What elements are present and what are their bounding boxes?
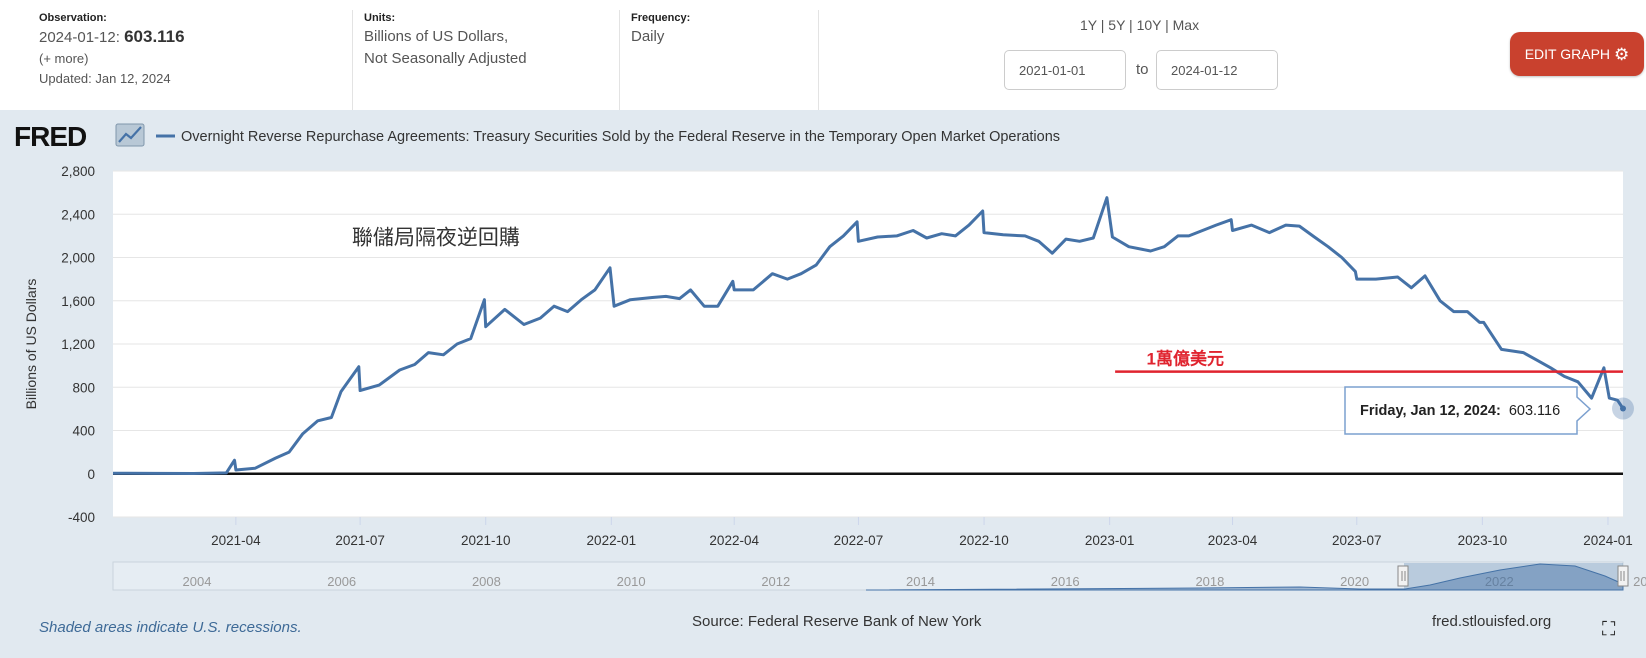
units-line-2: Not Seasonally Adjusted	[364, 50, 527, 67]
x-tick-label: 2022-04	[709, 533, 759, 548]
navigator-year-label: 2020	[1340, 574, 1369, 589]
fred-logo[interactable]: FRED	[14, 121, 88, 152]
navigator-right-handle[interactable]	[1617, 565, 1629, 587]
x-tick-label: 2023-10	[1458, 533, 1508, 548]
navigator-year-label: 2012	[761, 574, 790, 589]
navigator-year-label: 2014	[906, 574, 935, 589]
y-tick-label: 2,800	[61, 164, 95, 179]
fred-logo-chart-icon	[115, 123, 145, 147]
x-tick-label: 2023-04	[1208, 533, 1258, 548]
x-tick-label: 2022-07	[834, 533, 884, 548]
tooltip-box	[1344, 386, 1592, 435]
source-note: Source: Federal Reserve Bank of New York	[692, 613, 982, 630]
y-tick-label: 2,000	[61, 251, 95, 266]
frequency-block: Frequency: Daily	[631, 12, 690, 48]
navigator-year-label: 2008	[472, 574, 501, 589]
y-tick-label: 1,200	[61, 337, 95, 352]
range-links[interactable]: 1Y | 5Y | 10Y | Max	[1080, 17, 1200, 33]
navigator-year-label: 2016	[1051, 574, 1080, 589]
x-tick-label: 2023-07	[1332, 533, 1382, 548]
threshold-annotation: 1萬億美元	[1147, 349, 1224, 369]
to-label: to	[1136, 61, 1149, 78]
y-tick-label: 400	[72, 424, 95, 439]
x-tick-label: 2021-07	[335, 533, 385, 548]
x-tick-label: 2024-01	[1583, 533, 1633, 548]
gear-icon: ⚙	[1614, 45, 1630, 64]
x-axis-ticks: 2021-04 2021-07 2021-10 2022-01 2022-04 2022-…	[211, 517, 1633, 548]
edit-graph-button[interactable]: EDIT GRAPH ⚙	[1510, 32, 1644, 76]
navigator-year-label: 202	[1633, 574, 1646, 589]
navigator-year-label: 2018	[1195, 574, 1224, 589]
units-label: Units:	[364, 12, 396, 24]
end-date-input[interactable]: 2024-01-12	[1156, 50, 1278, 90]
chart-annotation: 聯儲局隔夜逆回購	[352, 227, 520, 250]
units-block: Units: Billions of US Dollars, Not Seaso…	[364, 12, 527, 70]
annotations: 聯儲局隔夜逆回購 1萬億美元	[352, 227, 1224, 369]
site-link[interactable]: fred.stlouisfed.org	[1432, 613, 1552, 630]
observation-value: 603.116	[124, 27, 185, 46]
tooltip-label: Friday, Jan 12, 2024:	[1360, 403, 1501, 419]
x-tick-label: 2022-10	[959, 533, 1009, 548]
header-bar: Observation: 2024-01-12: 603.116 (+ more…	[0, 0, 1646, 110]
observation-date: 2024-01-12:	[39, 29, 120, 46]
updated-date: Updated: Jan 12, 2024	[39, 71, 171, 86]
divider	[619, 10, 620, 110]
y-tick-label: -400	[68, 510, 95, 525]
series-path	[112, 196, 1625, 475]
y-tick-label: 2,400	[61, 207, 95, 222]
frequency-label: Frequency:	[631, 12, 691, 24]
tooltip-text: Friday, Jan 12, 2024: 603.116	[1360, 403, 1560, 419]
navigator[interactable]: 2004 2006 2008 2010 2012 2014 2016 2018 2020 2022…	[112, 561, 1646, 591]
tooltip-value: 603.116	[1509, 403, 1560, 419]
navigator-year-label: 2022	[1485, 574, 1514, 589]
chart-title: Overnight Reverse Repurchase Agreements:…	[181, 129, 1060, 145]
divider	[818, 10, 819, 110]
x-tick-label: 2022-01	[587, 533, 637, 548]
y-axis-label: Billions of US Dollars	[23, 279, 39, 410]
navigator-years: 2004 2006 2008 2010 2012 2014 2016 2018 2020 2022…	[183, 574, 1646, 589]
observation-block: Observation: 2024-01-12: 603.116 (+ more…	[39, 12, 185, 89]
series-line[interactable]	[112, 196, 1625, 475]
y-axis-ticks: -400 0 400 800 1,200 1,600 2,000 2,400 2,800	[61, 164, 95, 525]
observation-label: Observation:	[39, 12, 107, 24]
x-tick-label: 2021-10	[461, 533, 511, 548]
x-tick-label: 2021-04	[211, 533, 261, 548]
navigator-year-label: 2010	[617, 574, 646, 589]
x-tick-label: 2023-01	[1085, 533, 1135, 548]
more-link[interactable]: (+ more)	[39, 51, 89, 66]
observation-value-line: 2024-01-12: 603.116	[39, 26, 185, 49]
y-tick-label: 800	[72, 380, 95, 395]
navigator-year-label: 2006	[327, 574, 356, 589]
frequency-value: Daily	[631, 28, 665, 45]
start-date-input[interactable]: 2021-01-01	[1004, 50, 1126, 90]
fullscreen-icon[interactable]: ⛶	[1602, 619, 1616, 640]
tooltip: Friday, Jan 12, 2024: 603.116	[1344, 386, 1592, 435]
navigator-track	[112, 561, 1624, 591]
hover-marker-core	[1620, 405, 1626, 412]
navigator-left-handle[interactable]	[1397, 565, 1409, 587]
navigator-selection[interactable]	[1404, 563, 1623, 590]
recession-note: Shaded areas indicate U.S. recessions.	[39, 619, 302, 636]
navigator-year-label: 2004	[183, 574, 212, 589]
y-tick-label: 1,600	[61, 294, 95, 309]
divider	[352, 10, 353, 110]
units-line-1: Billions of US Dollars,	[364, 28, 509, 45]
y-tick-label: 0	[87, 467, 95, 482]
edit-graph-label: EDIT GRAPH	[1524, 46, 1611, 62]
